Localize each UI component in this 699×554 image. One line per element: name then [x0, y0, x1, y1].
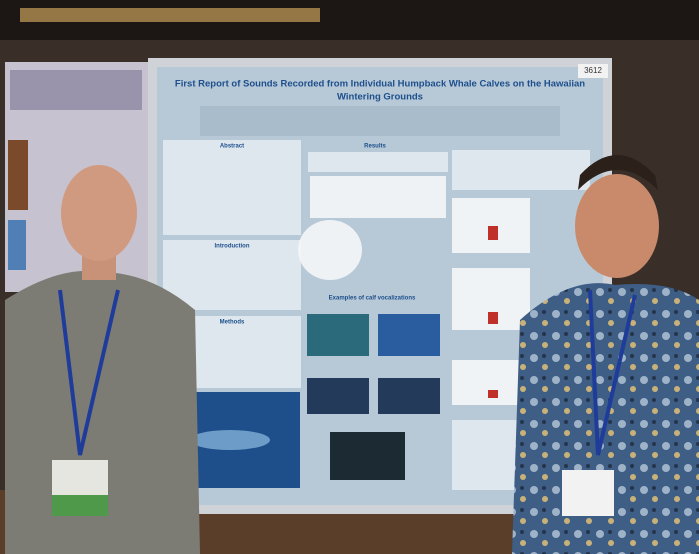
spectrogram	[330, 432, 405, 480]
name-badge	[562, 470, 614, 516]
board-number: 3612	[584, 66, 602, 75]
poster-title: Wintering Grounds	[337, 92, 423, 103]
text-box	[452, 150, 590, 190]
neighbor-figure	[8, 220, 26, 270]
person-right-head	[575, 174, 659, 278]
figure-bar	[488, 312, 498, 324]
person-left-head	[61, 165, 137, 261]
photo: 3612 First Report of Sounds Recorded fro…	[0, 0, 699, 554]
text-box	[163, 240, 301, 310]
spectrogram	[307, 378, 369, 414]
ceiling-light	[20, 8, 320, 22]
neighbor-figure	[8, 140, 28, 210]
section-heading: Results	[364, 144, 386, 150]
authors-block	[200, 106, 560, 136]
text-box	[163, 140, 301, 235]
flash-glare	[298, 220, 362, 280]
chart-figure	[452, 198, 530, 253]
section-heading: Abstract	[220, 144, 244, 150]
spectrogram	[307, 314, 369, 356]
neighbor-header	[10, 70, 142, 110]
text-box	[308, 152, 448, 172]
page: 3612 First Report of Sounds Recorded fro…	[0, 0, 699, 554]
badge-stripe	[52, 495, 108, 516]
figure-bar	[488, 390, 498, 398]
section-heading: Introduction	[215, 244, 250, 250]
spectrogram	[378, 314, 440, 356]
section-heading: Methods	[220, 320, 245, 326]
spectrogram	[378, 378, 440, 414]
section-heading: Examples of calf vocalizations	[329, 296, 416, 302]
whale-shape	[190, 430, 270, 450]
figure-bar	[488, 226, 498, 240]
poster-title: First Report of Sounds Recorded from Ind…	[175, 79, 585, 90]
results-table	[310, 176, 446, 218]
